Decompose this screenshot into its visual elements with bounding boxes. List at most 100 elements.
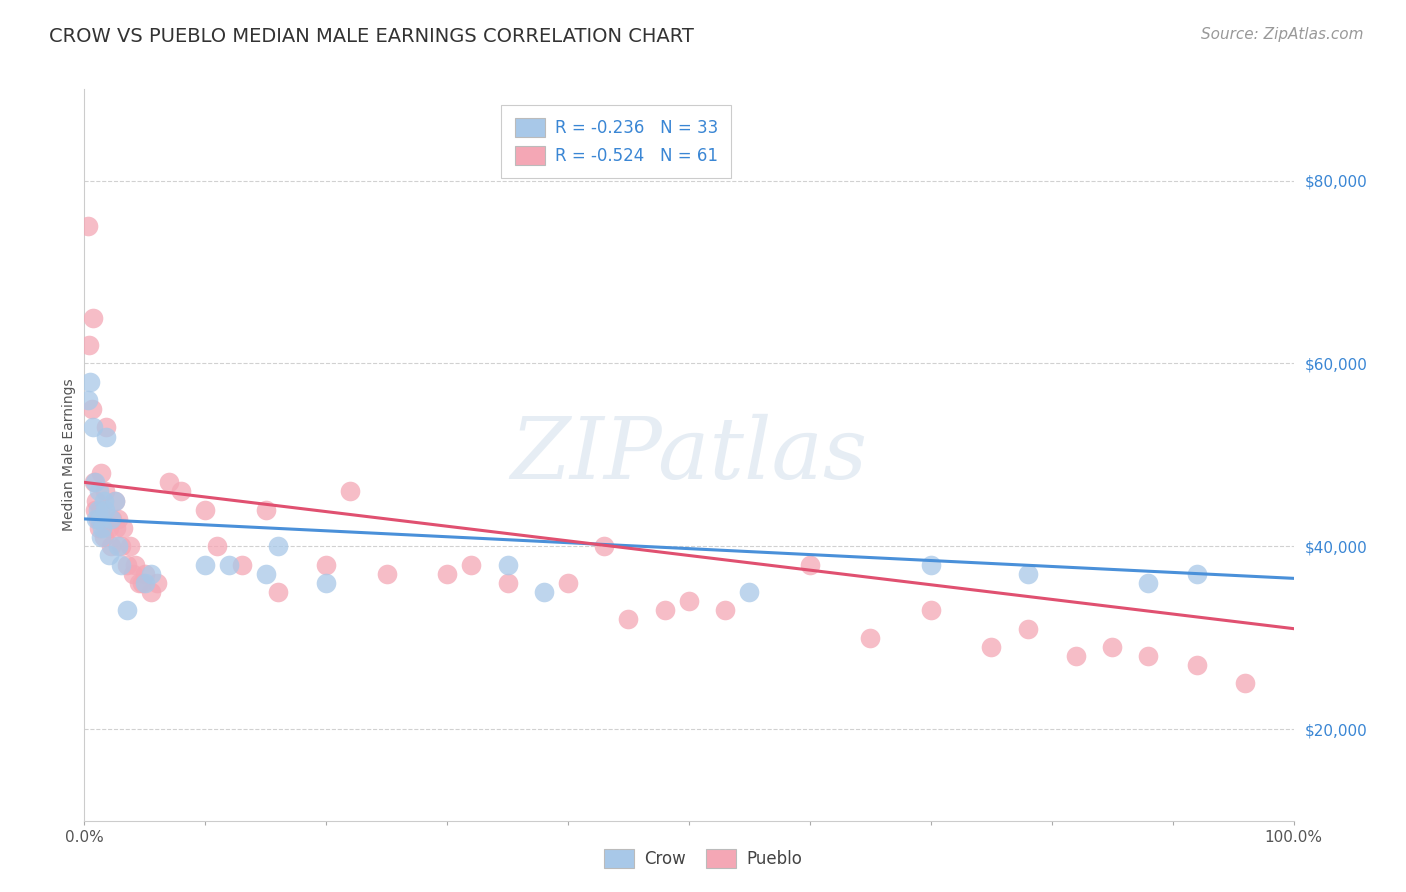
Point — [77, 219, 100, 234]
Point — [110, 558, 132, 572]
Point — [104, 493, 127, 508]
Legend: Crow, Pueblo: Crow, Pueblo — [598, 842, 808, 875]
Point — [94, 502, 117, 516]
Point — [131, 576, 153, 591]
Point — [678, 594, 700, 608]
Point — [101, 512, 124, 526]
Point — [93, 530, 115, 544]
Point — [799, 558, 821, 572]
Point — [107, 539, 129, 553]
Point — [83, 475, 105, 490]
Point — [1137, 576, 1160, 591]
Point — [100, 512, 122, 526]
Point — [460, 558, 482, 572]
Point — [315, 576, 337, 591]
Point — [207, 539, 229, 553]
Point — [86, 512, 108, 526]
Point — [124, 558, 146, 572]
Legend: R = -0.236   N = 33, R = -0.524   N = 61: R = -0.236 N = 33, R = -0.524 N = 61 — [502, 105, 731, 178]
Point — [94, 484, 117, 499]
Point — [231, 558, 253, 572]
Point — [980, 640, 1002, 654]
Point — [97, 521, 120, 535]
Point — [112, 521, 135, 535]
Point — [79, 375, 101, 389]
Point — [496, 576, 519, 591]
Point — [90, 530, 112, 544]
Point — [315, 558, 337, 572]
Point — [436, 566, 458, 581]
Point — [134, 576, 156, 591]
Point — [121, 566, 143, 581]
Point — [157, 475, 180, 490]
Point — [738, 585, 761, 599]
Point — [89, 512, 111, 526]
Point — [128, 576, 150, 591]
Point — [254, 566, 277, 581]
Point — [1101, 640, 1123, 654]
Point — [1185, 566, 1208, 581]
Point — [120, 539, 142, 553]
Point — [194, 502, 217, 516]
Point — [90, 466, 112, 480]
Point — [375, 566, 398, 581]
Y-axis label: Median Male Earnings: Median Male Earnings — [62, 378, 76, 532]
Point — [1064, 649, 1087, 664]
Point — [87, 484, 110, 499]
Point — [77, 338, 100, 352]
Point — [94, 420, 117, 434]
Point — [139, 566, 162, 581]
Point — [115, 603, 138, 617]
Point — [89, 502, 111, 516]
Point — [557, 576, 579, 591]
Point — [115, 558, 138, 572]
Point — [339, 484, 361, 499]
Point — [170, 484, 193, 499]
Point — [496, 558, 519, 572]
Point — [110, 539, 132, 553]
Text: CROW VS PUEBLO MEDIAN MALE EARNINGS CORRELATION CHART: CROW VS PUEBLO MEDIAN MALE EARNINGS CORR… — [49, 27, 695, 45]
Point — [654, 603, 676, 617]
Point — [134, 566, 156, 581]
Point — [86, 502, 108, 516]
Point — [267, 539, 290, 553]
Point — [97, 549, 120, 563]
Point — [77, 392, 100, 407]
Point — [1185, 658, 1208, 673]
Point — [84, 475, 107, 490]
Point — [920, 558, 942, 572]
Point — [1234, 676, 1257, 690]
Point — [1137, 649, 1160, 664]
Point — [104, 493, 127, 508]
Point — [218, 558, 240, 572]
Point — [91, 512, 114, 526]
Point — [533, 585, 555, 599]
Point — [593, 539, 616, 553]
Point — [139, 585, 162, 599]
Point — [94, 429, 117, 443]
Text: ZIPatlas: ZIPatlas — [510, 414, 868, 496]
Point — [146, 576, 169, 591]
Point — [104, 521, 127, 535]
Point — [87, 521, 110, 535]
Point — [91, 521, 114, 535]
Point — [107, 512, 129, 526]
Point — [82, 420, 104, 434]
Point — [1017, 622, 1039, 636]
Point — [1017, 566, 1039, 581]
Point — [93, 493, 115, 508]
Point — [254, 502, 277, 516]
Point — [84, 502, 107, 516]
Point — [920, 603, 942, 617]
Point — [714, 603, 737, 617]
Point — [86, 512, 108, 526]
Point — [617, 612, 640, 626]
Text: Source: ZipAtlas.com: Source: ZipAtlas.com — [1201, 27, 1364, 42]
Point — [100, 539, 122, 553]
Point — [82, 310, 104, 325]
Point — [194, 558, 217, 572]
Point — [859, 631, 882, 645]
Point — [267, 585, 290, 599]
Point — [86, 493, 108, 508]
Point — [80, 402, 103, 417]
